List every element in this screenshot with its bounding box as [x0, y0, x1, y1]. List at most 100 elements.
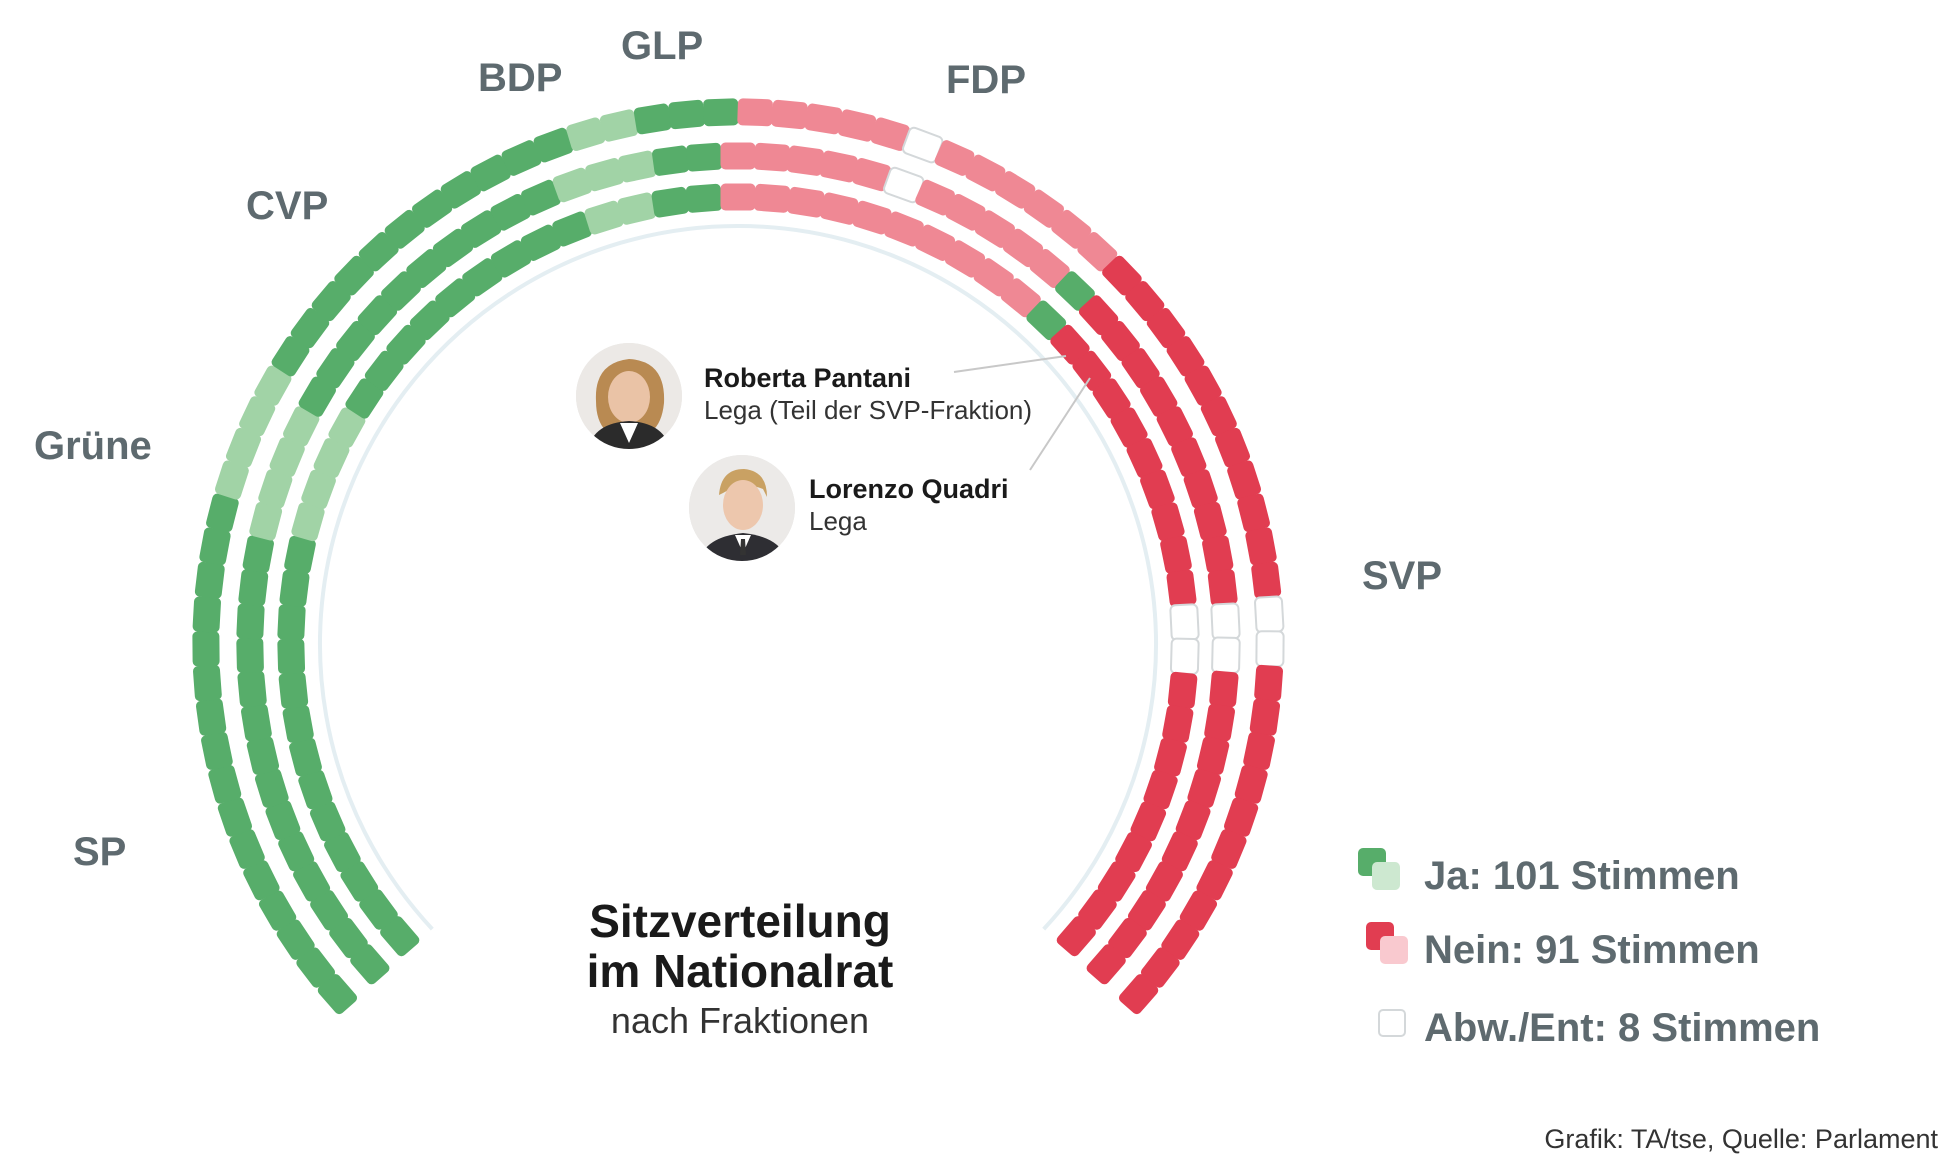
seat-svp	[1092, 378, 1131, 419]
seat-svp	[1072, 350, 1112, 391]
party-label-fdp: FDP	[946, 58, 1026, 102]
seat-svp	[1102, 255, 1142, 296]
party-label-gruene: Grüne	[34, 424, 152, 468]
seat-fdp	[870, 117, 910, 151]
seat-svp	[1183, 469, 1218, 509]
avatar-lorenzo-quadri	[689, 455, 795, 561]
seat-svp	[1154, 737, 1187, 777]
seat-svp	[1146, 307, 1186, 349]
seat-bdp	[599, 109, 639, 142]
seat-svp	[1130, 801, 1167, 842]
guide-arc-right	[737, 224, 1158, 931]
seat-grne	[283, 406, 320, 447]
seat-svp	[1127, 890, 1166, 931]
seat-cvp	[411, 189, 453, 228]
seat-lega	[1055, 271, 1095, 311]
seat-svp	[1161, 831, 1198, 872]
seat-sp	[265, 800, 301, 840]
seat-cvp	[381, 271, 421, 311]
seat-svp	[1202, 535, 1234, 574]
seat-grne	[328, 407, 366, 448]
seat-grid	[192, 98, 1285, 1015]
seat-fdp	[852, 158, 891, 192]
leader-line-quadri	[1029, 377, 1091, 471]
seat-cvp	[406, 248, 447, 289]
seat-fdp	[944, 240, 986, 278]
seat-grne	[269, 437, 305, 478]
seat-svp	[1166, 336, 1205, 377]
seat-svp	[1115, 831, 1152, 873]
seat-bdp	[552, 167, 592, 203]
seat-svp-abstain	[1169, 637, 1200, 676]
seat-svp	[1161, 919, 1200, 960]
seat-grne	[249, 502, 283, 541]
seat-sp	[258, 890, 297, 931]
seat-cvp	[311, 281, 351, 322]
seat-sp	[289, 737, 322, 777]
seat-svp	[1145, 861, 1183, 902]
seat-svp	[1254, 664, 1283, 702]
seat-cvp	[490, 193, 531, 231]
seat-fdp	[720, 142, 756, 170]
seat-cvp	[384, 209, 425, 249]
seat-svp	[1108, 917, 1147, 959]
seat-cvp	[552, 211, 592, 247]
seat-svp-abstain	[1210, 602, 1241, 641]
seat-cvp	[345, 378, 384, 419]
seat-sp	[217, 797, 253, 837]
seat-svp	[1196, 860, 1233, 901]
seat-sp	[192, 596, 221, 633]
seat-svp	[1184, 365, 1222, 406]
legend-label-no: Nein: 91 Stimmen	[1424, 928, 1760, 972]
seat-sp	[242, 535, 274, 574]
seat-svp	[1078, 889, 1117, 930]
seat-fdp	[819, 150, 858, 183]
seat-fdp	[737, 98, 773, 127]
seat-grne	[313, 438, 350, 478]
party-label-glp: GLP	[621, 24, 704, 68]
seat-sp	[278, 831, 315, 872]
seat-fdp	[995, 171, 1036, 209]
seat-svp	[1193, 502, 1227, 541]
seat-cvp	[432, 228, 474, 268]
seat-svp	[1245, 527, 1277, 566]
seat-sp	[193, 664, 222, 702]
seat-bdp	[566, 117, 606, 151]
party-label-svp: SVP	[1362, 554, 1443, 598]
seat-svp	[1125, 281, 1165, 322]
seat-svp	[1187, 768, 1222, 808]
seat-svp	[1118, 974, 1159, 1015]
chart-subtitle: nach Fraktionen	[610, 1000, 870, 1041]
seat-sp	[277, 604, 306, 641]
seat-fdp	[1077, 231, 1118, 272]
chart-title-line2: im Nationalrat	[586, 945, 894, 997]
seat-glp	[633, 103, 672, 135]
seat-svp	[1140, 469, 1175, 510]
seat-sp	[192, 631, 220, 667]
seat-svp-abstain	[1254, 595, 1285, 634]
seat-fdp	[884, 211, 924, 247]
seat-svp	[1140, 947, 1180, 988]
seat-svp	[1156, 406, 1193, 447]
seat-cvp	[316, 348, 355, 389]
legend-label-yes: Ja: 101 Stimmen	[1424, 854, 1740, 898]
seat-cvp	[490, 240, 532, 278]
chart-guide-arcs	[318, 224, 1158, 931]
seat-svp	[1249, 698, 1281, 736]
seat-cvp	[336, 320, 375, 362]
annotation-name-quadri: Lorenzo Quadri	[809, 474, 1009, 504]
seat-svp	[1237, 493, 1270, 533]
seat-cvp	[462, 258, 503, 297]
seat-sp	[254, 768, 289, 808]
party-label-cvp: CVP	[246, 184, 329, 228]
seat-sp	[278, 671, 309, 709]
seat-fdp	[1000, 278, 1041, 318]
seat-sp	[201, 731, 233, 770]
seat-sp	[277, 638, 306, 675]
seat-sp	[309, 801, 346, 842]
seat-grne	[239, 396, 276, 437]
seat-sp	[241, 703, 272, 742]
seat-svp	[1143, 770, 1178, 810]
seat-cvp	[290, 307, 330, 349]
